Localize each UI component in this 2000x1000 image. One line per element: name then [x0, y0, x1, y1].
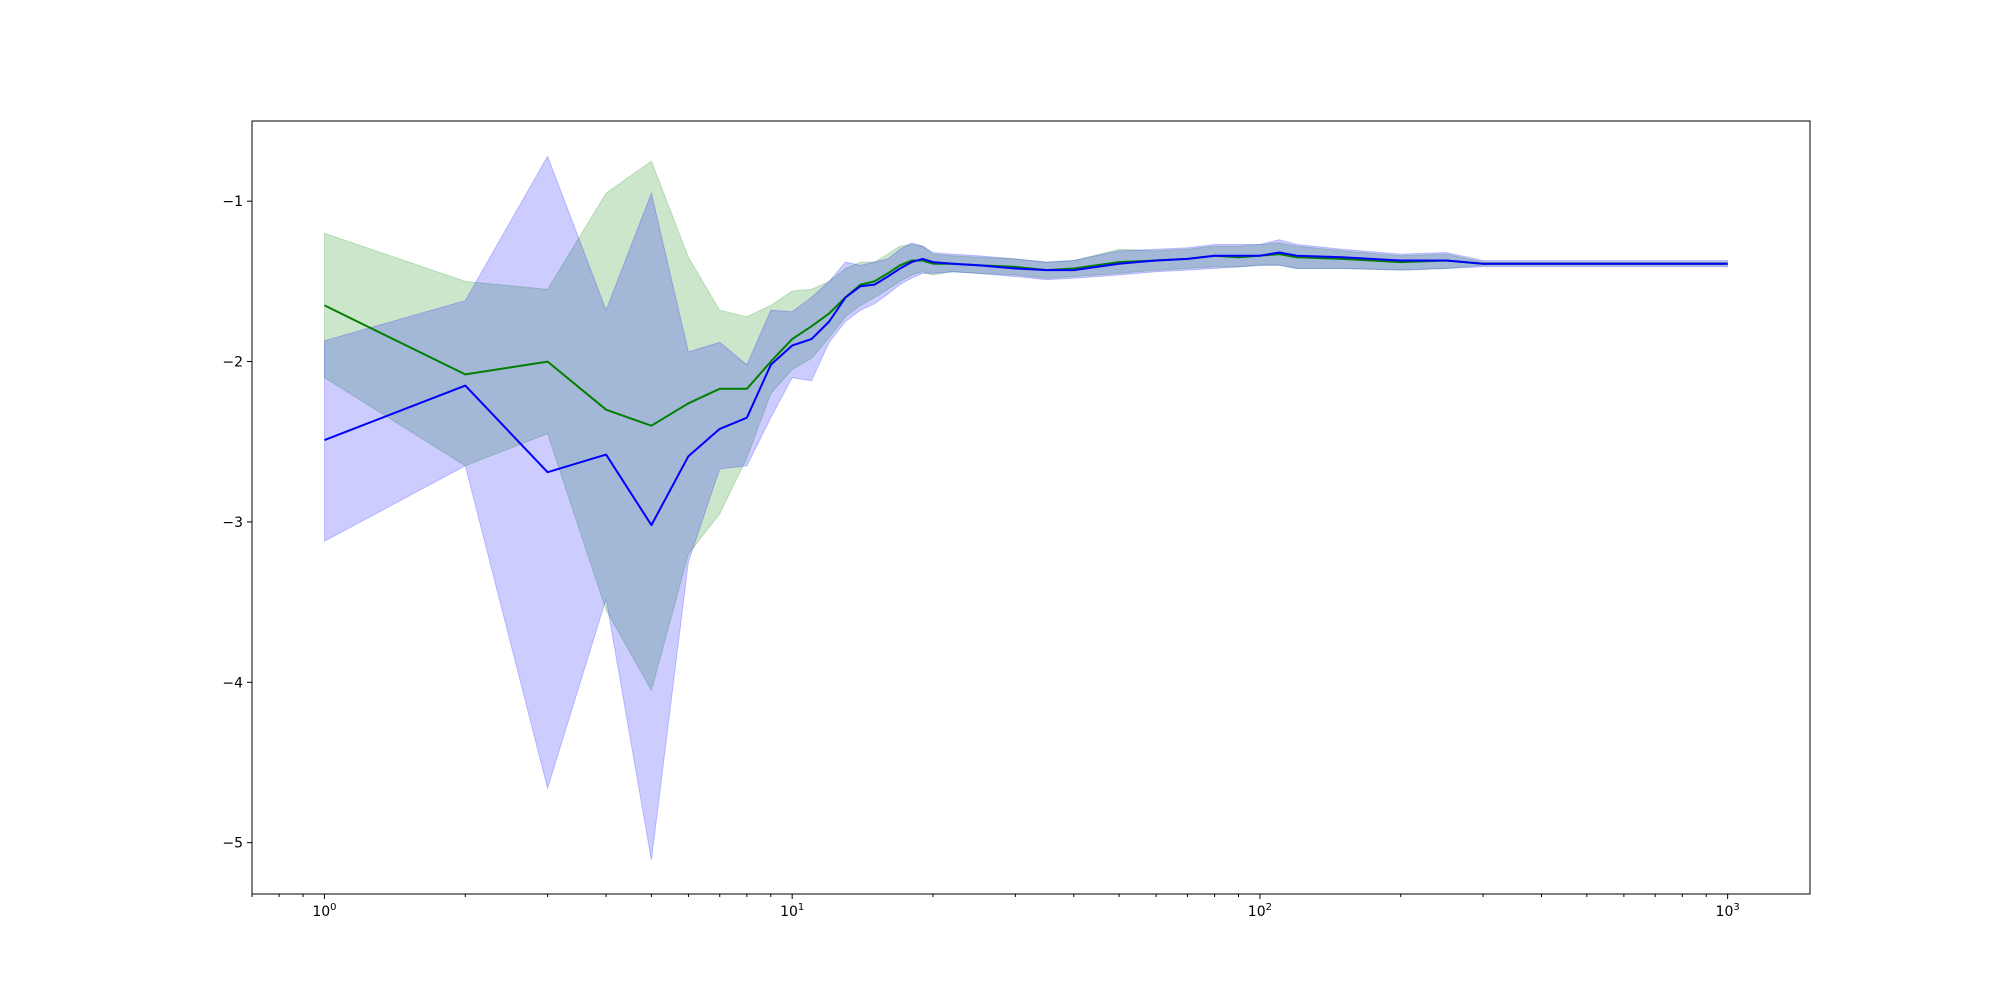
series-line-2	[324, 251, 1728, 527]
y-tick-label: −3	[222, 515, 243, 531]
confidence-band-2	[324, 155, 1729, 861]
y-tick-label: −1	[222, 194, 243, 210]
y-tick-label: −5	[222, 836, 243, 852]
axes: −1 −2 −3 −4 −5 100 101 102 103	[222, 194, 1739, 920]
x-tick-label: 100	[312, 902, 336, 920]
x-tick-label: 103	[1716, 902, 1740, 920]
plot-frame	[251, 120, 1811, 895]
y-tick-label: −4	[222, 675, 243, 691]
y-tick-label: −2	[222, 355, 243, 371]
x-tick-label: 101	[780, 902, 804, 920]
x-tick-label: 102	[1248, 902, 1272, 920]
confidence-band-1	[324, 160, 1729, 692]
plot-area	[324, 155, 1729, 861]
